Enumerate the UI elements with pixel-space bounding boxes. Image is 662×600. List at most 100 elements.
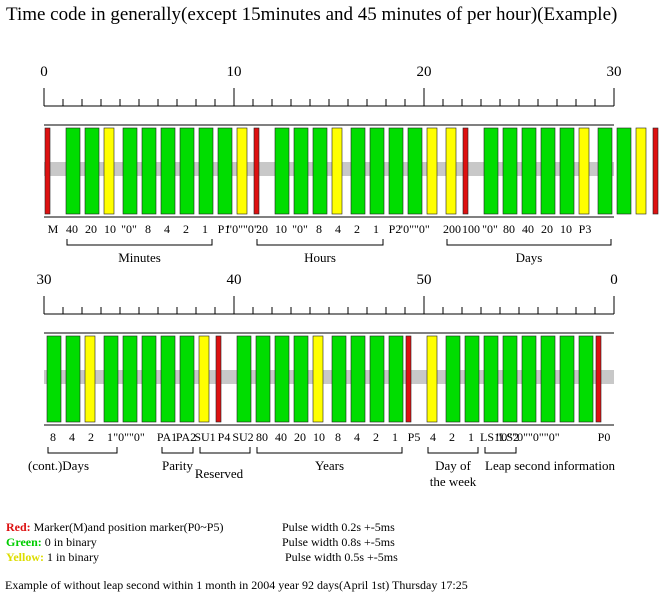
pulse-green xyxy=(559,127,575,215)
legend-yellow: Yellow: 1 in binary xyxy=(6,550,99,565)
pulse-green xyxy=(350,335,366,423)
pulse-green xyxy=(122,335,138,423)
pulse-green xyxy=(65,335,81,423)
bit-label: "0""0" xyxy=(113,430,145,444)
timecode-diagram: 0 10 20 30M 40 20 10 "0" 8 4 2 1 P1"0""0"20 10 "0" 8 4 2 1… xyxy=(28,64,659,489)
pulse-green xyxy=(236,335,252,423)
pulse-green xyxy=(540,335,556,423)
pulse-green xyxy=(179,127,195,215)
pulse-green xyxy=(502,335,518,423)
bit-label: 1 xyxy=(468,430,474,444)
pulse-green xyxy=(464,335,480,423)
bit-label: 8 xyxy=(316,222,322,236)
bit-label: 40 xyxy=(522,222,534,236)
group-label: Reserved xyxy=(195,466,244,481)
bit-label: "0" xyxy=(482,222,498,236)
pulse-green xyxy=(559,335,575,423)
group-bracket xyxy=(66,239,213,246)
group-label: Years xyxy=(315,458,344,473)
pulse-green xyxy=(616,127,632,215)
ruler-label: 30 xyxy=(37,272,52,288)
page-title: Time code in generally(except 15minutes … xyxy=(6,4,618,25)
bit-label: 20 xyxy=(541,222,553,236)
bit-label: 8 xyxy=(145,222,151,236)
pulse-green xyxy=(179,335,195,423)
ruler-label: 50 xyxy=(417,272,432,288)
bit-label: 100 xyxy=(462,222,480,236)
bit-label: "0" xyxy=(292,222,308,236)
pulse-green xyxy=(483,127,499,215)
bit-label: M xyxy=(48,222,59,236)
legend-green-key: Green: xyxy=(6,535,42,549)
bit-label: "0""0" xyxy=(227,222,259,236)
pulse-green xyxy=(540,127,556,215)
bit-label: 10 xyxy=(313,430,325,444)
bit-label: 20 xyxy=(85,222,97,236)
ruler-label: 30 xyxy=(607,64,622,80)
example-note: Example of without leap second within 1 … xyxy=(5,578,468,592)
group-bracket xyxy=(446,239,612,246)
group-bracket xyxy=(199,447,251,454)
legend-yellow-key: Yellow: xyxy=(6,550,44,564)
pulse-green xyxy=(65,127,81,215)
pulse-yellow xyxy=(445,127,457,215)
bit-label: 4 xyxy=(335,222,341,236)
pulse-green xyxy=(293,127,309,215)
bit-label: 10 xyxy=(275,222,287,236)
group-label: Minutes xyxy=(118,250,161,265)
group-label: Days xyxy=(516,250,543,265)
pulse-green xyxy=(293,335,309,423)
pulse-yellow xyxy=(236,127,248,215)
pulse-yellow xyxy=(84,335,96,423)
pulse-green xyxy=(331,335,347,423)
pulse-green xyxy=(122,127,138,215)
group-bracket xyxy=(161,447,194,454)
bit-label: 200 xyxy=(443,222,461,236)
legend-green-width: Pulse width 0.8s +-5ms xyxy=(282,535,395,549)
group-bracket xyxy=(256,447,403,454)
ruler-label: 0 xyxy=(610,272,618,288)
group-label: Parity xyxy=(162,458,194,473)
bit-label: 1 xyxy=(107,430,113,444)
bit-label: 80 xyxy=(503,222,515,236)
pulse-red xyxy=(462,127,469,215)
legend-green: Green: 0 in binary xyxy=(6,535,97,550)
bit-label: 20 xyxy=(294,430,306,444)
legend-yellow-width: Pulse width 0.5s +-5ms xyxy=(285,550,398,564)
bit-label: SU1 xyxy=(194,430,215,444)
bit-label: 8 xyxy=(50,430,56,444)
group-label: Hours xyxy=(304,250,336,265)
ruler-label: 0 xyxy=(40,64,48,80)
bit-label: 1 xyxy=(202,222,208,236)
pulse-yellow xyxy=(426,335,438,423)
group-label: Leap second information xyxy=(485,458,615,473)
bit-label: 1 xyxy=(373,222,379,236)
bit-label: 2 xyxy=(449,430,455,444)
pulse-green xyxy=(445,335,461,423)
pulse-green xyxy=(141,127,157,215)
pulse-green xyxy=(388,127,404,215)
pulse-green xyxy=(597,127,613,215)
pulse-yellow xyxy=(103,127,115,215)
pulse-red xyxy=(215,335,222,423)
bit-label: "0" xyxy=(121,222,137,236)
bit-label: LS2 xyxy=(499,430,519,444)
ruler-label: 40 xyxy=(227,272,242,288)
group-label: Day of xyxy=(435,458,471,473)
bit-label: 2 xyxy=(354,222,360,236)
pulse-green xyxy=(198,127,214,215)
bit-label: 4 xyxy=(69,430,75,444)
legend-yellow-text: 1 in binary xyxy=(47,550,99,564)
pulse-green xyxy=(255,335,271,423)
pulse-green xyxy=(103,335,119,423)
pulse-green xyxy=(160,127,176,215)
pulse-red xyxy=(44,127,51,215)
bit-label: 4 xyxy=(354,430,360,444)
pulse-red xyxy=(652,127,659,215)
pulse-green xyxy=(141,335,157,423)
pulse-green xyxy=(483,335,499,423)
bit-label: LS1 xyxy=(480,430,500,444)
pulse-green xyxy=(578,335,594,423)
pulse-green xyxy=(350,127,366,215)
pulse-red xyxy=(253,127,260,215)
